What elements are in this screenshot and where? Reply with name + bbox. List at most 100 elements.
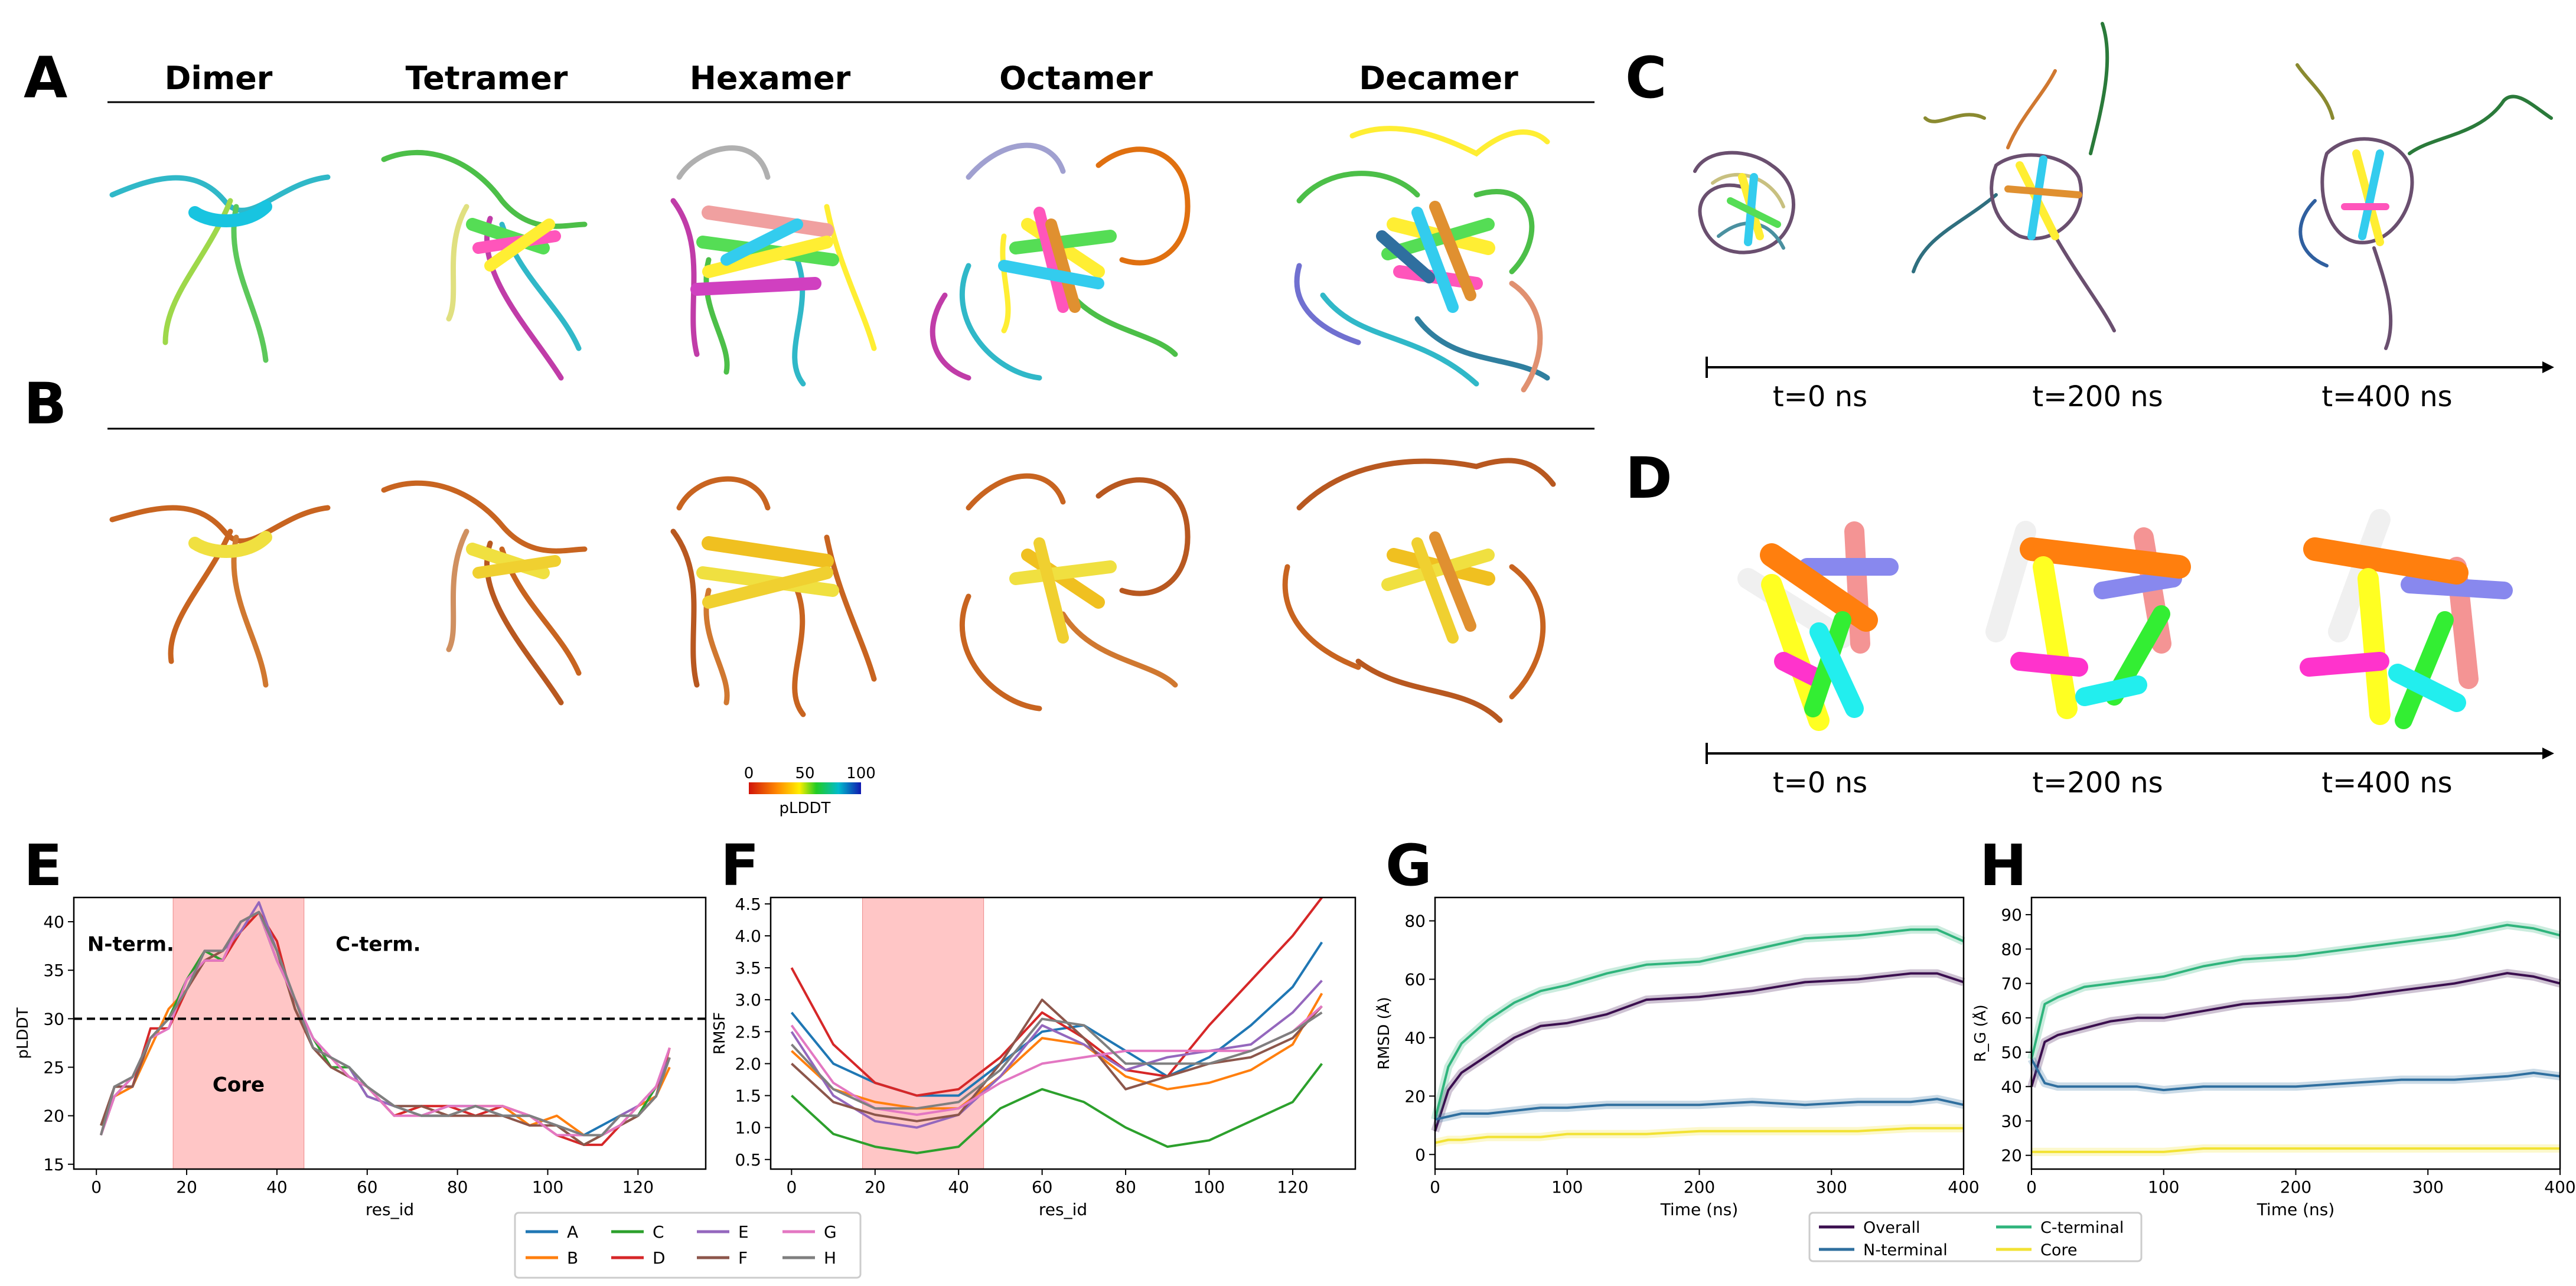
series-line-g-n-terminal xyxy=(1434,1098,1964,1121)
panel-label-e: E xyxy=(24,833,63,899)
series-line-h-c-terminal xyxy=(2030,923,2561,1060)
structure-decamer-b xyxy=(1282,458,1556,723)
series-line-f-h xyxy=(790,1011,1323,1110)
core-region-e xyxy=(172,897,305,1170)
y-tick-label-e: 25 xyxy=(43,1058,64,1078)
structure-dimer-b xyxy=(109,505,331,688)
y-axis-label-f: RMSF xyxy=(711,1012,729,1055)
y-tick-label-e: 30 xyxy=(43,1009,64,1029)
y-tick-label-f: 1.5 xyxy=(735,1086,761,1106)
colorbar-tick-50: 50 xyxy=(795,765,814,782)
x-tick-label-g: 100 xyxy=(1551,1177,1583,1197)
panel-label-b: B xyxy=(24,371,67,437)
helices-d-t400 xyxy=(2300,509,2513,729)
helices-d-t0 xyxy=(1737,521,1899,731)
y-tick-label-g: 60 xyxy=(1404,970,1426,989)
series-line-g-overall xyxy=(1434,972,1964,1132)
annotation-core: Core xyxy=(213,1073,265,1097)
x-tick-label-e: 40 xyxy=(266,1177,288,1197)
legend-label-c-terminal: C-terminal xyxy=(2040,1219,2124,1237)
y-axis-label-g: RMSD (Å) xyxy=(1376,997,1393,1069)
y-tick-label-h: 90 xyxy=(2001,905,2022,925)
series-line-f-d xyxy=(790,896,1323,1097)
structure-tetramer-b xyxy=(381,480,588,706)
x-tick-label-g: 0 xyxy=(1430,1177,1440,1197)
x-tick-label-f: 0 xyxy=(786,1177,797,1197)
structure-octamer-a xyxy=(930,142,1191,381)
x-tick-label-f: 60 xyxy=(1032,1177,1053,1197)
x-axis-label-f: res_id xyxy=(1039,1200,1087,1219)
y-tick-label-f: 3.5 xyxy=(735,958,761,978)
legend-label-c: C xyxy=(653,1222,664,1242)
legend-chains: AB CD EF GH xyxy=(514,1212,862,1279)
panel-label-h: H xyxy=(1980,833,2027,899)
timeline-label-d-t0: t=0 ns xyxy=(1772,766,1868,799)
legend-label-d: D xyxy=(653,1248,666,1268)
plot-frame-e xyxy=(73,896,707,1170)
colorbar-title: pLDDT xyxy=(780,799,831,817)
helices-d-t200 xyxy=(1985,521,2191,719)
series-band-h-c-terminal xyxy=(2027,921,2561,1060)
y-tick-label-f: 4.5 xyxy=(735,895,761,914)
series-line-g-core xyxy=(1434,1127,1964,1144)
snapshot-c-t200 xyxy=(1912,22,2116,332)
structure-hexamer-b xyxy=(670,476,877,717)
panel-label-d: D xyxy=(1625,445,1672,511)
column-title-hexamer: Hexamer xyxy=(689,60,851,97)
series-line-e-h xyxy=(99,910,671,1137)
x-tick-label-g: 300 xyxy=(1816,1177,1847,1197)
timeline-label-d-t200: t=200 ns xyxy=(2032,766,2163,799)
y-tick-label-h: 20 xyxy=(2001,1146,2022,1166)
y-tick-label-h: 80 xyxy=(2001,939,2022,959)
x-tick-label-f: 40 xyxy=(948,1177,969,1197)
timeline-arrow-d xyxy=(2542,748,2554,759)
legend-label-b: B xyxy=(567,1248,578,1268)
series-line-f-e xyxy=(790,980,1323,1129)
y-tick-label-f: 4.0 xyxy=(735,926,761,946)
timeline-label-d-t400: t=400 ns xyxy=(2321,766,2453,799)
structure-tetramer-a xyxy=(381,149,588,381)
x-tick-label-g: 400 xyxy=(1948,1177,1978,1197)
y-tick-label-e: 35 xyxy=(43,961,64,980)
x-tick-label-e: 100 xyxy=(532,1177,563,1197)
y-tick-label-f: 1.0 xyxy=(735,1118,761,1138)
legend-frame-chains xyxy=(514,1212,862,1279)
x-axis-label-g: Time (ns) xyxy=(1660,1200,1739,1219)
x-tick-label-e: 80 xyxy=(447,1177,468,1197)
x-tick-label-h: 0 xyxy=(2026,1177,2037,1197)
x-tick-label-e: 0 xyxy=(91,1177,102,1197)
chart-h-rg: 0 100 200 300 400 20 30 40 50 60 70 80 90 Time (ns) R_… xyxy=(1972,896,2575,1219)
y-tick-label-f: 3.0 xyxy=(735,990,761,1010)
legend-label-g: G xyxy=(824,1222,837,1242)
y-tick-label-g: 0 xyxy=(1415,1145,1426,1164)
y-tick-label-g: 80 xyxy=(1404,912,1426,931)
column-title-tetramer: Tetramer xyxy=(405,60,568,97)
plddt-colorbar xyxy=(749,782,861,794)
structure-decamer-a xyxy=(1294,126,1550,393)
y-tick-label-h: 30 xyxy=(2001,1111,2022,1131)
chart-f-rmsf: 0 20 40 60 80 100 120 0.5 1.0 1.5 2.0 2.5 3.0 3.5 4.0 4… xyxy=(711,895,1357,1219)
legend-label-e: E xyxy=(738,1222,749,1242)
legend-label-overall: Overall xyxy=(1863,1219,1920,1237)
legend-label-n-terminal: N-terminal xyxy=(1863,1241,1948,1259)
colorbar-tick-100: 100 xyxy=(846,765,876,782)
timeline-label-c-t200: t=200 ns xyxy=(2032,380,2163,413)
y-tick-label-f: 2.5 xyxy=(735,1022,761,1042)
legend-label-core: Core xyxy=(2040,1241,2078,1259)
y-tick-label-g: 20 xyxy=(1404,1086,1426,1106)
chart-g-rmsd: 0 100 200 300 400 0 20 40 60 80 Time (ns) RMSD (Å) xyxy=(1376,896,1978,1219)
x-tick-label-g: 200 xyxy=(1684,1177,1715,1197)
y-axis-label-h: R_G (Å) xyxy=(1972,1004,1990,1062)
colorbar-tick-0: 0 xyxy=(744,765,754,782)
snapshot-c-t400 xyxy=(2295,63,2553,350)
x-tick-label-f: 100 xyxy=(1194,1177,1225,1197)
x-tick-label-h: 400 xyxy=(2544,1177,2575,1197)
y-tick-label-h: 50 xyxy=(2001,1043,2022,1062)
structures-cd xyxy=(1693,22,2554,764)
y-tick-label-h: 40 xyxy=(2001,1077,2022,1096)
y-tick-label-h: 60 xyxy=(2001,1008,2022,1028)
x-tick-label-f: 80 xyxy=(1115,1177,1136,1197)
structure-octamer-b xyxy=(959,473,1191,711)
x-tick-label-e: 60 xyxy=(357,1177,378,1197)
y-tick-label-f: 2.0 xyxy=(735,1054,761,1073)
